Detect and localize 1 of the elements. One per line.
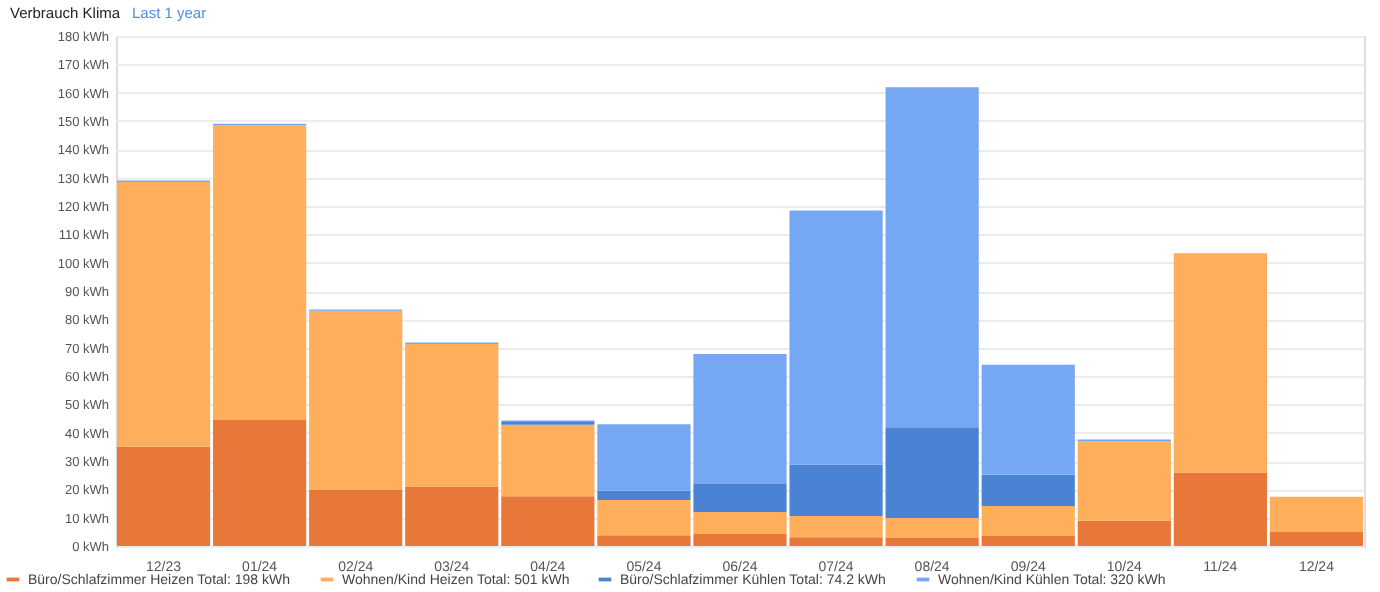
bar [1269, 496, 1364, 533]
